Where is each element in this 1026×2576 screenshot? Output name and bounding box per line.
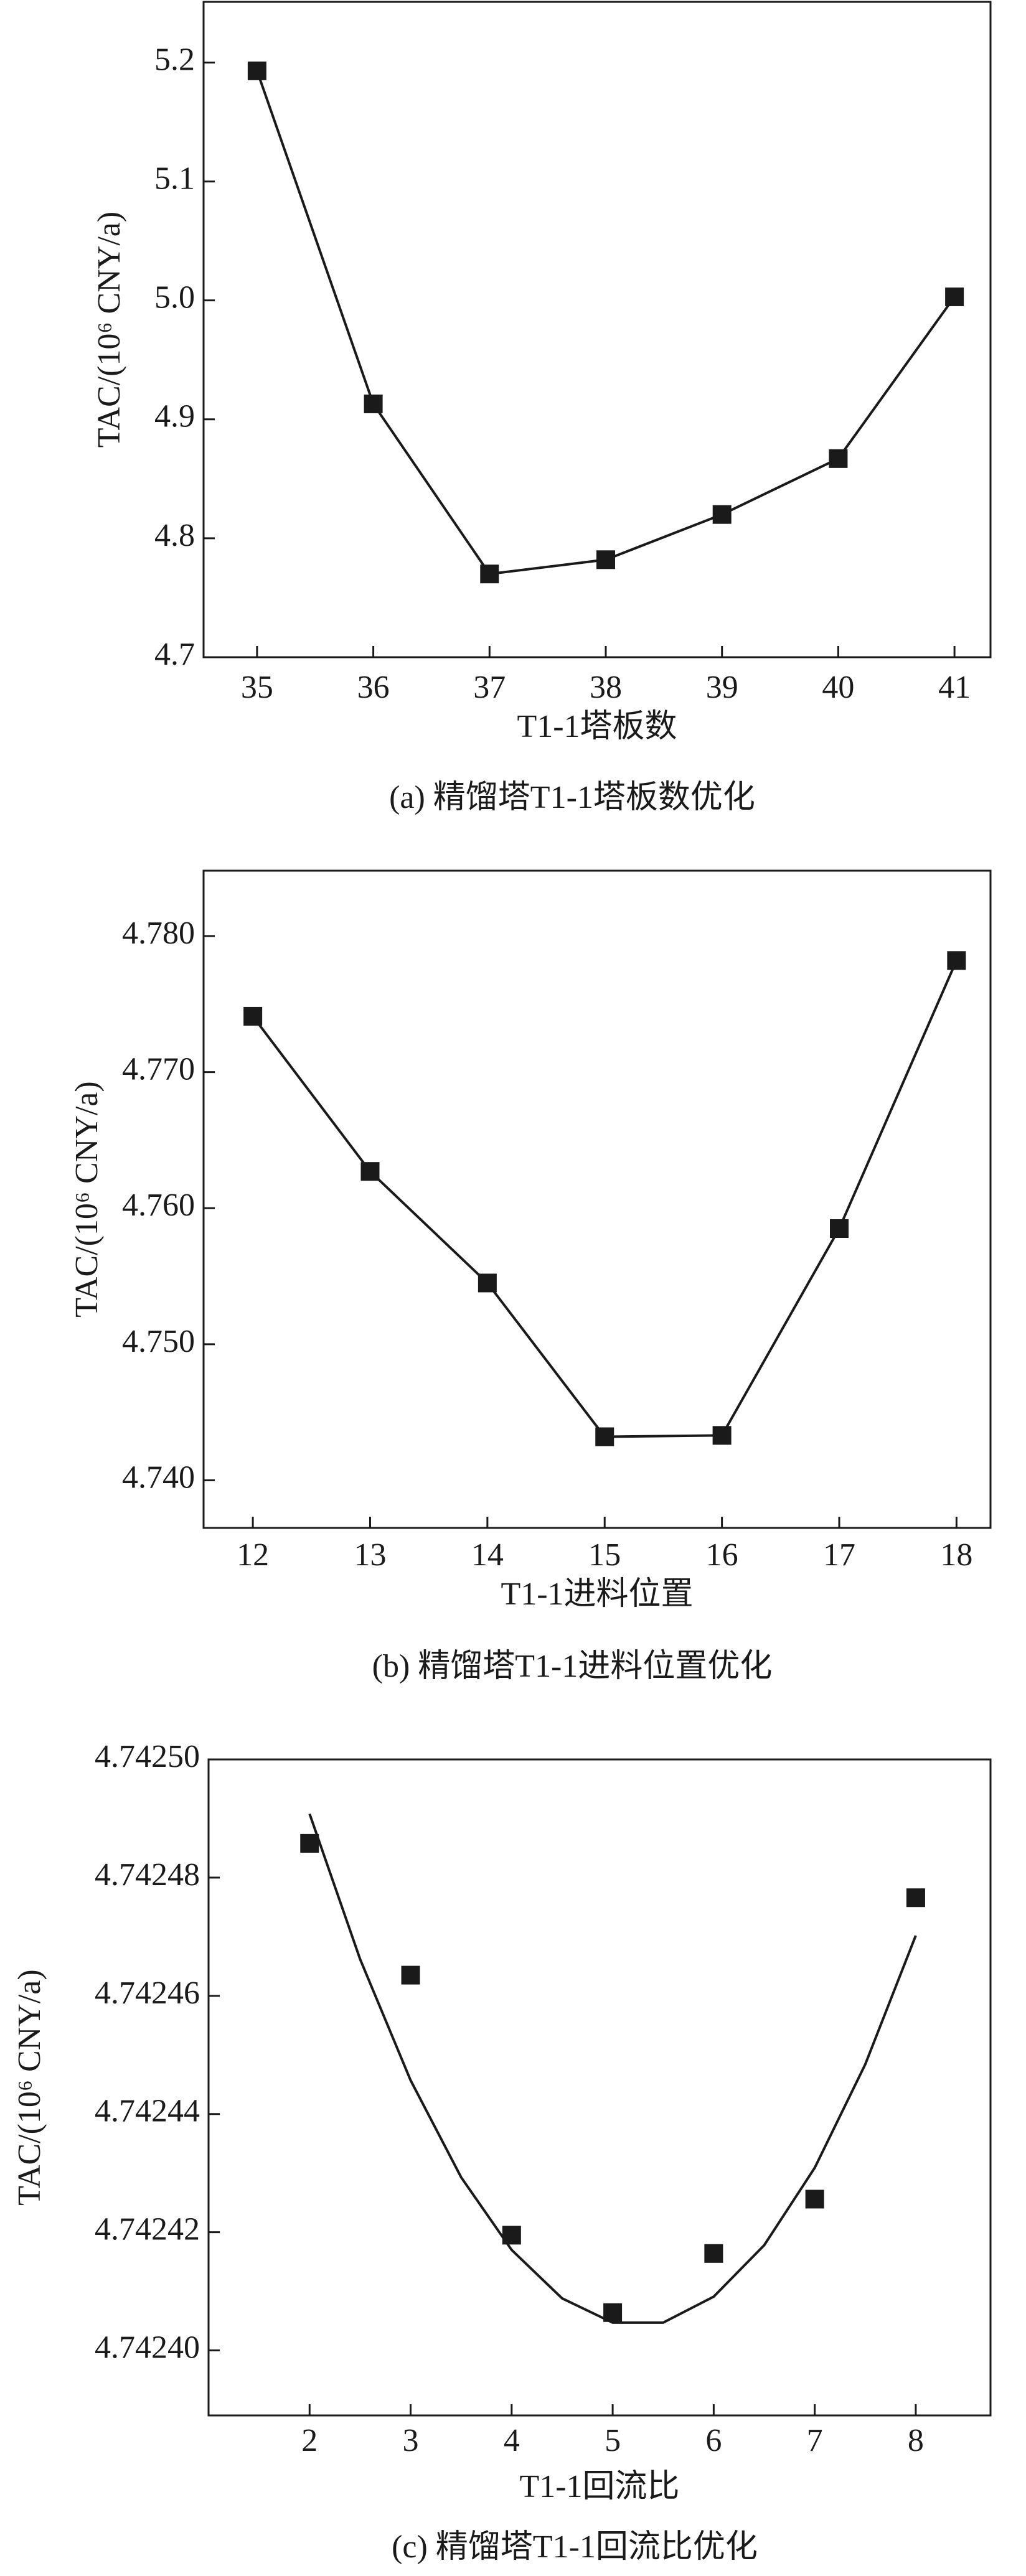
marker bbox=[829, 449, 848, 468]
marker bbox=[360, 1162, 380, 1181]
marker bbox=[247, 61, 266, 80]
x-tick-label: 13 bbox=[354, 1537, 386, 1573]
plot-frame bbox=[202, 869, 992, 1529]
y-tick-label: 4.770 bbox=[122, 1052, 195, 1087]
marker bbox=[829, 1219, 849, 1239]
x-axis-label: T1-1塔板数 bbox=[517, 709, 677, 744]
y-tick-label: 4.750 bbox=[122, 1324, 195, 1359]
series-line bbox=[308, 1813, 917, 2324]
y-tick-label: 4.74246 bbox=[95, 1975, 200, 2011]
x-tick-label: 37 bbox=[473, 670, 506, 705]
x-tick-label: 41 bbox=[938, 670, 971, 705]
y-tick-label: 4.74242 bbox=[95, 2212, 200, 2247]
series-line bbox=[255, 70, 956, 576]
marker bbox=[478, 1273, 497, 1293]
x-tick-label: 2 bbox=[301, 2423, 318, 2458]
x-tick-label: 3 bbox=[403, 2423, 419, 2458]
marker bbox=[712, 505, 732, 524]
marker bbox=[906, 1888, 925, 1908]
marker bbox=[480, 564, 499, 584]
y-tick-label: 4.760 bbox=[122, 1187, 195, 1223]
x-tick-label: 6 bbox=[705, 2423, 722, 2458]
marker bbox=[595, 1427, 614, 1446]
y-tick-label: 4.9 bbox=[154, 399, 195, 434]
caption: (b) 精馏塔T1-1进料位置优化 bbox=[372, 1649, 773, 1684]
x-tick-label: 38 bbox=[590, 670, 622, 705]
x-tick-label: 39 bbox=[706, 670, 738, 705]
y-axis-label: TAC/(10⁶ CNY/a) bbox=[92, 212, 127, 447]
marker bbox=[300, 1834, 319, 1853]
y-tick-label: 4.74250 bbox=[95, 1739, 200, 1774]
marker bbox=[401, 1965, 420, 1985]
x-tick-label: 36 bbox=[357, 670, 390, 705]
x-tick-label: 4 bbox=[504, 2423, 520, 2458]
marker bbox=[712, 1426, 732, 1445]
y-tick-label: 4.74244 bbox=[95, 2094, 200, 2129]
x-tick-label: 7 bbox=[807, 2423, 823, 2458]
marker bbox=[243, 1006, 263, 1026]
marker bbox=[704, 2244, 723, 2263]
y-tick-label: 5.0 bbox=[154, 280, 195, 316]
series-line bbox=[252, 960, 958, 1438]
y-axis-label: TAC/(10⁶ CNY/a) bbox=[12, 1969, 47, 2205]
x-tick-label: 8 bbox=[908, 2423, 924, 2458]
marker bbox=[596, 550, 616, 569]
marker bbox=[945, 287, 964, 306]
x-tick-label: 16 bbox=[706, 1537, 738, 1573]
x-tick-label: 5 bbox=[605, 2423, 621, 2458]
y-tick-label: 4.7 bbox=[154, 637, 195, 672]
x-tick-label: 12 bbox=[237, 1537, 269, 1573]
marker bbox=[364, 394, 383, 413]
caption: (c) 精馏塔T1-1回流比优化 bbox=[392, 2529, 758, 2565]
y-tick-label: 4.74248 bbox=[95, 1857, 200, 1893]
x-axis-label: T1-1进料位置 bbox=[501, 1576, 693, 1612]
y-axis-label: TAC/(10⁶ CNY/a) bbox=[69, 1081, 105, 1317]
y-tick-label: 4.780 bbox=[122, 916, 195, 951]
y-tick-label: 4.8 bbox=[154, 518, 195, 553]
x-tick-label: 18 bbox=[940, 1537, 972, 1573]
x-axis-label: T1-1回流比 bbox=[519, 2469, 679, 2504]
marker bbox=[805, 2190, 824, 2209]
marker bbox=[947, 951, 966, 970]
x-tick-label: 14 bbox=[471, 1537, 504, 1573]
caption: (a) 精馏塔T1-1塔板数优化 bbox=[389, 780, 755, 815]
y-tick-label: 5.1 bbox=[154, 161, 195, 197]
x-tick-label: 15 bbox=[588, 1537, 621, 1573]
x-tick-label: 40 bbox=[822, 670, 854, 705]
y-tick-label: 5.2 bbox=[154, 42, 195, 77]
y-tick-label: 4.740 bbox=[122, 1459, 195, 1495]
y-tick-label: 4.74240 bbox=[95, 2330, 200, 2365]
x-tick-label: 17 bbox=[823, 1537, 855, 1573]
plot-frame bbox=[202, 1, 992, 658]
plot-frame bbox=[207, 1758, 992, 2417]
x-tick-label: 35 bbox=[241, 670, 273, 705]
